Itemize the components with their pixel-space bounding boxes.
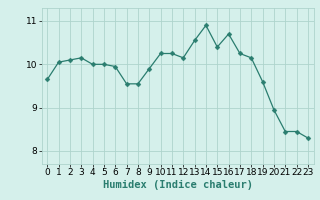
X-axis label: Humidex (Indice chaleur): Humidex (Indice chaleur) — [103, 180, 252, 190]
